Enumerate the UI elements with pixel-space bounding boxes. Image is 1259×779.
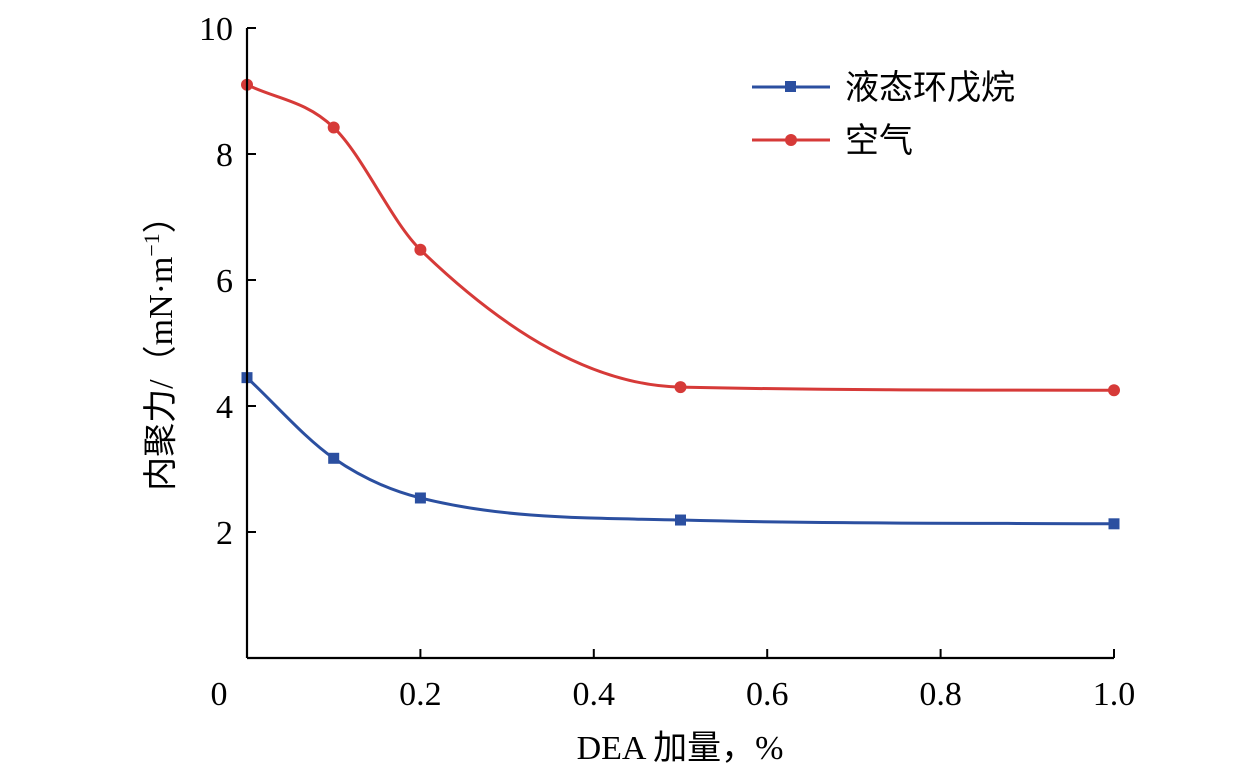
data-point-square	[1108, 518, 1120, 530]
legend-label-air: 空气	[845, 122, 913, 160]
legend-marker-air	[785, 134, 797, 146]
data-point-circle	[674, 381, 687, 394]
series-layer	[241, 78, 1120, 530]
x-tick-label: 0.4	[573, 676, 616, 713]
legend: 液态环戊烷 空气	[752, 69, 1015, 160]
y-tick-label: 6	[216, 263, 233, 300]
y-tick-label: 4	[216, 389, 233, 426]
y-axis-title-close: ）	[142, 199, 180, 233]
y-axis-title-superscript: −1	[139, 233, 164, 256]
data-point-square	[328, 452, 340, 464]
legend-marker-cyclopentane	[785, 81, 796, 92]
x-tick-label: 0.2	[399, 676, 442, 713]
origin-label: 0	[211, 676, 228, 713]
x-tick-label: 0.6	[746, 676, 789, 713]
data-point-circle	[1108, 384, 1120, 397]
x-tick-label: 0.8	[919, 676, 962, 713]
y-axis-title-main: 内聚力/（mN·m	[142, 257, 180, 491]
y-tick-label: 10	[199, 11, 233, 48]
axes	[245, 28, 1114, 660]
data-point-square	[414, 492, 426, 504]
y-tick-label: 2	[216, 515, 233, 552]
y-axis-title: 内聚力/（mN·m−1）	[139, 199, 180, 491]
legend-label-cyclopentane: 液态环戊烷	[845, 69, 1015, 107]
x-axis-title: DEA 加量，%	[577, 730, 784, 767]
y-tick-label: 8	[216, 137, 233, 174]
x-tick-label: 1.0	[1093, 676, 1136, 713]
data-point-circle	[327, 121, 340, 134]
series-line-0	[245, 376, 1115, 526]
legend-item-air: 空气	[752, 122, 913, 160]
legend-item-cyclopentane: 液态环戊烷	[752, 69, 1015, 107]
tick-layer: 2 4 6 8 10 0.2 0.4 0.6 0.8 1.0	[199, 11, 1135, 713]
data-point-circle	[414, 243, 427, 256]
series-line-1	[246, 83, 1115, 392]
data-point-square	[675, 514, 686, 526]
